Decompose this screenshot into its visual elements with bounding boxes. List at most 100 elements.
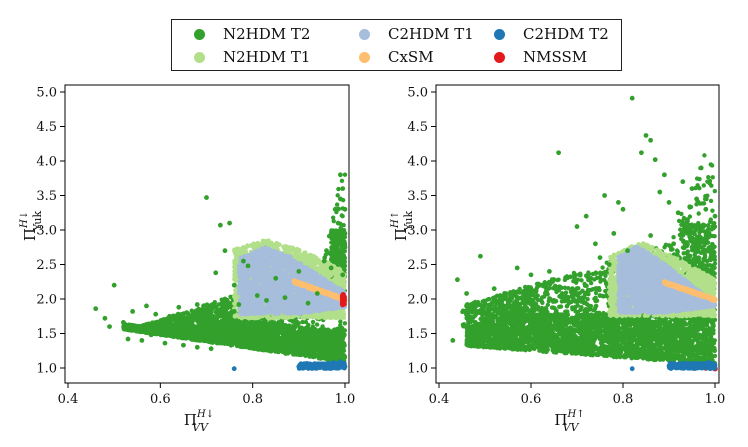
band-point xyxy=(183,332,188,337)
panel-left: 0.4 0.6 0.8 1.01.01.52.02.53.03.54.04.55.0Π… xyxy=(19,84,355,434)
band-point xyxy=(304,352,309,357)
band-point xyxy=(327,336,333,342)
band-point xyxy=(238,337,243,343)
band-point xyxy=(168,333,173,338)
halo-point xyxy=(338,323,343,328)
band-point xyxy=(197,337,202,342)
halo-point xyxy=(201,321,206,327)
halo-point xyxy=(342,172,348,177)
band-point xyxy=(273,331,279,336)
halo-point xyxy=(310,324,316,329)
band-point xyxy=(252,334,257,340)
band-point xyxy=(281,335,286,340)
band-point xyxy=(323,356,328,361)
band-point xyxy=(235,325,240,330)
band-point xyxy=(294,340,299,346)
band-point xyxy=(190,337,196,342)
halo-point xyxy=(176,314,181,319)
halo-point xyxy=(224,301,230,306)
halo-point xyxy=(303,319,309,325)
band-point xyxy=(176,330,181,336)
band-point xyxy=(229,330,234,335)
halo-point xyxy=(339,178,345,184)
band-point xyxy=(304,344,310,350)
band-point xyxy=(325,351,331,356)
band-point xyxy=(318,356,324,361)
halo-point xyxy=(209,304,215,310)
halo-point xyxy=(148,325,153,331)
halo-point xyxy=(342,321,348,326)
band-point xyxy=(314,347,320,353)
band-point xyxy=(279,339,285,345)
halo-point xyxy=(212,299,217,305)
halo-point xyxy=(212,320,217,325)
halo-point xyxy=(340,213,345,219)
band-point xyxy=(330,344,335,349)
band-point xyxy=(203,326,208,331)
band-point xyxy=(127,323,132,328)
band-point xyxy=(260,347,265,353)
halo-point xyxy=(334,209,339,215)
band-point xyxy=(143,329,149,335)
band-point xyxy=(219,333,224,339)
halo-point xyxy=(206,319,211,324)
halo-point xyxy=(279,320,285,325)
halo-point xyxy=(221,315,226,320)
band-point xyxy=(339,352,345,358)
band-point xyxy=(210,329,215,334)
band-point xyxy=(264,321,269,327)
band-point xyxy=(277,348,282,353)
band-point xyxy=(304,337,310,343)
halo-point xyxy=(201,303,206,309)
halo-point xyxy=(218,301,224,307)
band-point xyxy=(308,341,313,346)
band-point xyxy=(272,327,278,332)
halo-point xyxy=(154,323,159,328)
halo-point xyxy=(165,326,171,332)
band-point xyxy=(334,339,340,344)
band-point xyxy=(314,336,319,341)
band-point xyxy=(294,333,299,338)
band-point xyxy=(325,332,330,338)
band-point xyxy=(332,333,337,339)
halo-point xyxy=(195,310,200,316)
band-point xyxy=(265,329,271,335)
halo-point xyxy=(334,202,340,207)
halo-point xyxy=(287,323,292,328)
band-point xyxy=(340,342,346,347)
band-point xyxy=(222,325,227,331)
band-point xyxy=(245,326,250,331)
band-point xyxy=(322,341,328,347)
halo-point xyxy=(314,322,320,327)
band-point xyxy=(285,336,291,341)
band-point xyxy=(205,334,210,339)
band-point xyxy=(322,337,328,342)
halo-point xyxy=(183,310,189,316)
halo-point xyxy=(332,246,337,252)
band-point xyxy=(242,343,247,348)
band-point xyxy=(228,342,234,348)
band-point xyxy=(276,326,282,332)
halo-point xyxy=(331,218,336,224)
halo-point xyxy=(320,324,325,329)
band-point xyxy=(280,327,285,332)
band-point xyxy=(333,354,338,359)
halo-point xyxy=(180,322,186,327)
band-point xyxy=(241,331,246,336)
band-point xyxy=(257,325,262,331)
band-point xyxy=(312,341,317,346)
band-point xyxy=(187,329,193,334)
halo-point xyxy=(162,317,167,322)
halo-point xyxy=(273,321,278,326)
halo-point xyxy=(189,308,194,313)
band-point xyxy=(307,332,312,337)
band-point xyxy=(200,331,206,336)
band-point xyxy=(265,339,270,344)
band-point xyxy=(285,330,290,335)
band-point xyxy=(227,323,232,329)
halo-point xyxy=(293,322,299,328)
halo-point xyxy=(175,324,181,330)
halo-point xyxy=(331,230,337,235)
